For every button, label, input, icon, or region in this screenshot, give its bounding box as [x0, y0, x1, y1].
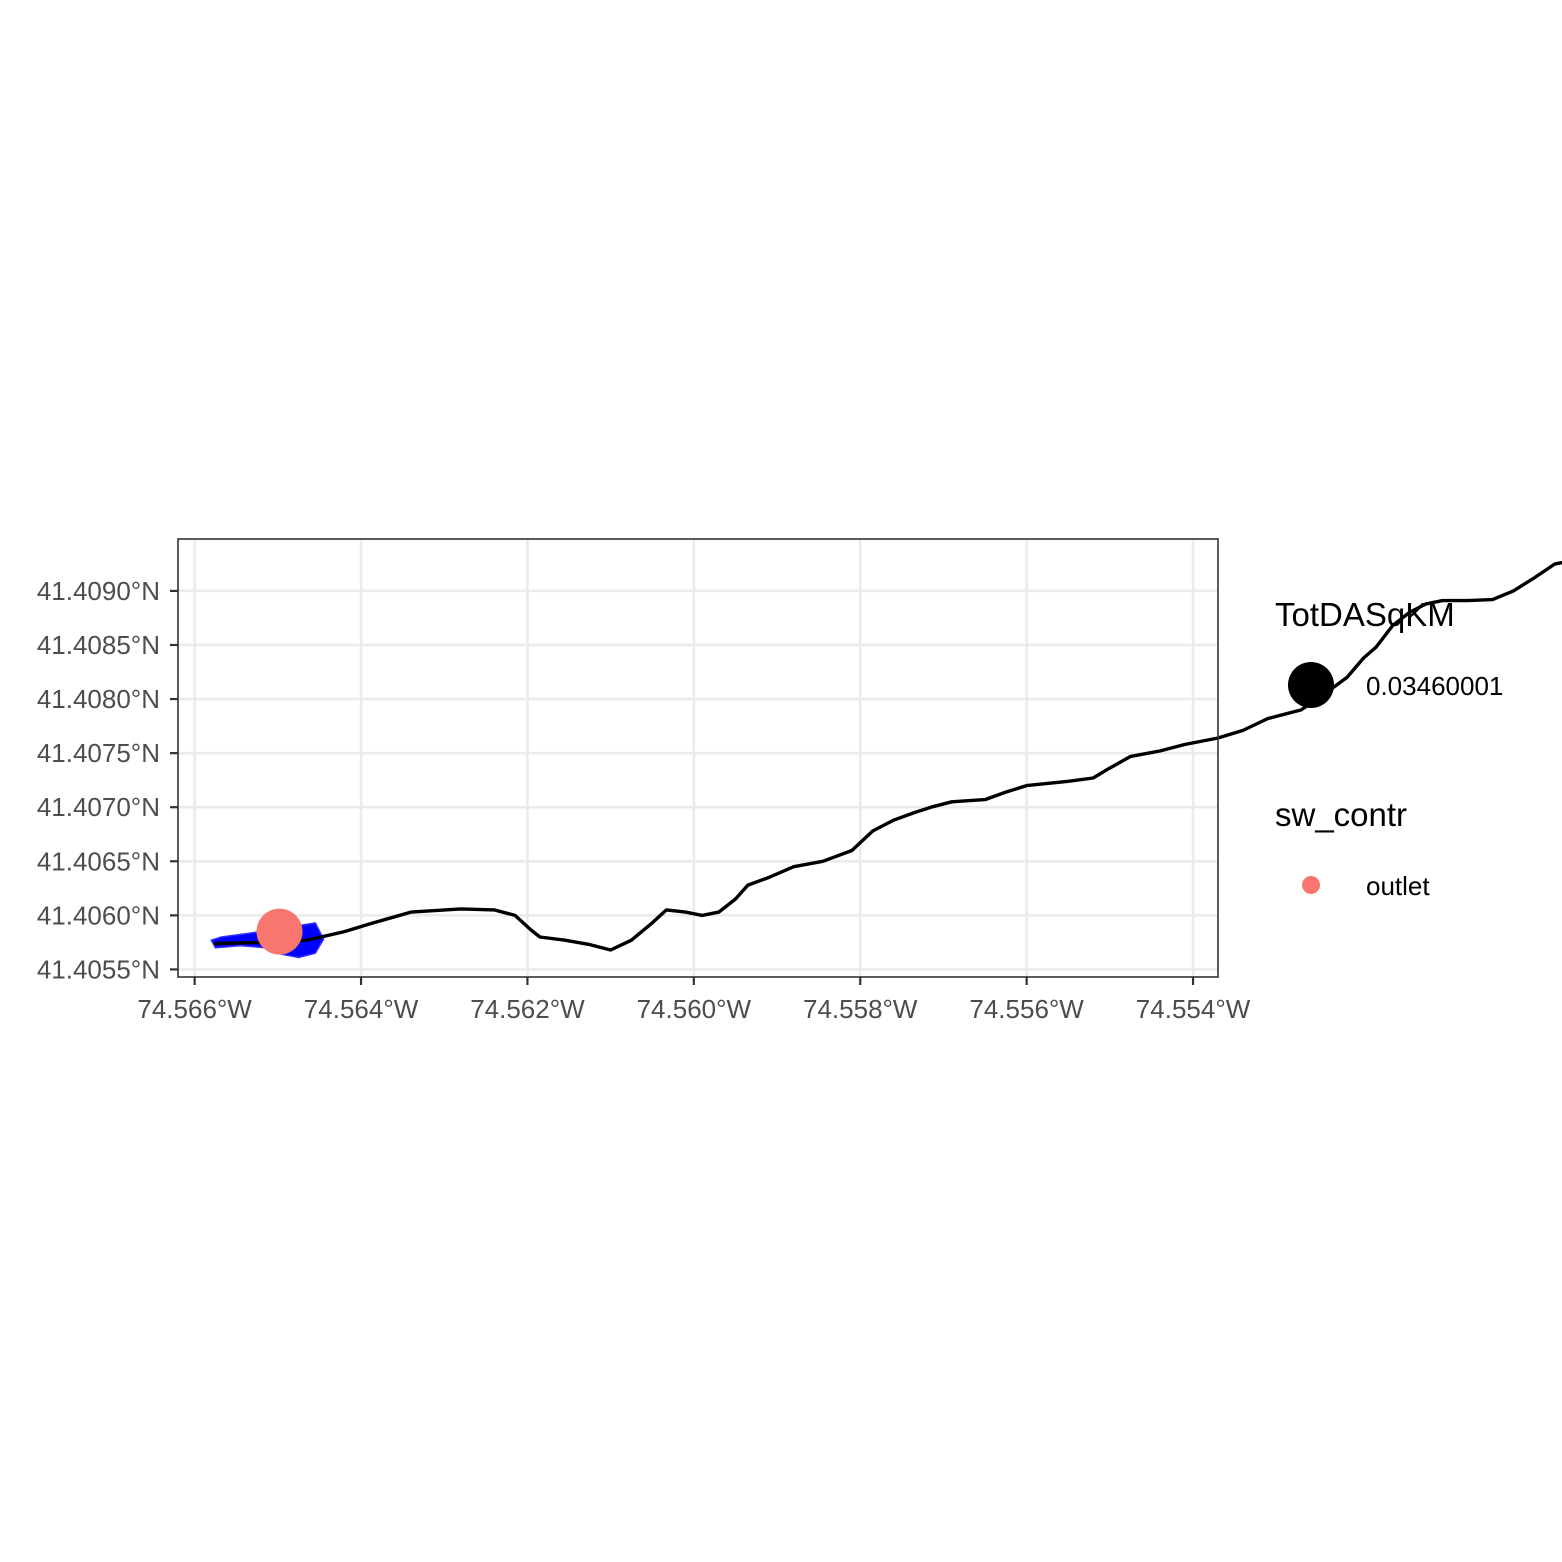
- x-tick-label-0: 74.566°W: [137, 994, 252, 1024]
- flowline-path: [213, 560, 1562, 952]
- y-axis: 41.4055°N 41.4060°N 41.4065°N 41.4070°N 41.4…: [37, 576, 178, 984]
- y-tick-label-3: 41.4070°N: [37, 792, 160, 822]
- x-tick-label-6: 74.554°W: [1136, 994, 1251, 1024]
- map-panel: [177, 538, 1562, 978]
- legend-size-label: 0.03460001: [1366, 671, 1503, 701]
- y-tick-label-5: 41.4080°N: [37, 684, 160, 714]
- y-tick-label-6: 41.4085°N: [37, 630, 160, 660]
- outlet-point: [256, 908, 303, 955]
- x-tick-label-5: 74.556°W: [969, 994, 1084, 1024]
- y-tick-label-2: 41.4065°N: [37, 846, 160, 876]
- legend-color-label: outlet: [1366, 871, 1430, 901]
- legend: TotDASqKM 0.03460001 sw_contr outlet: [1275, 596, 1503, 901]
- x-tick-label-3: 74.560°W: [637, 994, 752, 1024]
- panel-background: [178, 539, 1218, 977]
- gridlines-longitude: [193, 539, 1195, 977]
- x-tick-label-4: 74.558°W: [803, 994, 918, 1024]
- y-tick-label-4: 41.4075°N: [37, 738, 160, 768]
- y-tick-label-0: 41.4055°N: [37, 954, 160, 984]
- y-tick-label-1: 41.4060°N: [37, 900, 160, 930]
- x-tick-label-1: 74.564°W: [304, 994, 419, 1024]
- legend-color-title: sw_contr: [1275, 796, 1407, 833]
- x-axis: 74.566°W 74.564°W 74.562°W 74.560°W 74.558°W…: [137, 977, 1251, 1024]
- legend-size-title: TotDASqKM: [1275, 596, 1455, 633]
- legend-size-key: [1288, 662, 1334, 708]
- legend-color-key: [1302, 876, 1320, 894]
- gridlines-latitude: [178, 589, 1218, 971]
- y-tick-label-7: 41.4090°N: [37, 576, 160, 606]
- panel-border: [177, 538, 1219, 978]
- x-tick-label-2: 74.562°W: [470, 994, 585, 1024]
